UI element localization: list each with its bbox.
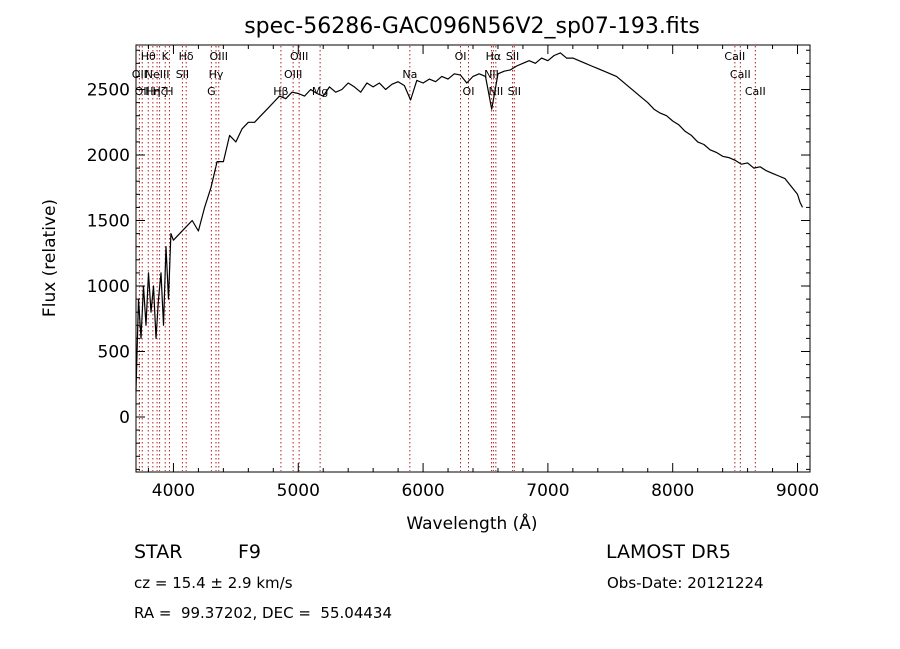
y-tick-label: 1500 <box>87 212 130 232</box>
line-marker-label: OI <box>463 85 475 98</box>
line-marker-label: Hβ <box>273 85 288 98</box>
series-line-1 <box>135 52 804 391</box>
x-tick-label: 5000 <box>277 481 320 501</box>
redshift-readout: cz = 15.4 ± 2.9 km/s <box>134 574 293 592</box>
x-tick-label: 6000 <box>401 481 444 501</box>
line-marker-label: Hη <box>145 85 160 98</box>
line-marker-label: OI <box>455 50 467 63</box>
line-marker-label: Hγ <box>209 68 224 81</box>
y-tick-label: 0 <box>119 408 130 428</box>
y-axis: 0 500 1000 1500 2000 2500 <box>87 49 810 470</box>
line-marker-label: OIII <box>284 68 302 81</box>
y-axis-label: Flux (relative) <box>40 199 60 317</box>
y-tick-label: 500 <box>98 342 130 362</box>
subclass: F9 <box>238 541 262 563</box>
x-tick-label: 8000 <box>651 481 694 501</box>
x-tick-label: 4000 <box>152 481 195 501</box>
line-marker-label: G <box>207 85 216 98</box>
line-marker-label: K <box>162 50 170 63</box>
line-marker-label: OIII <box>210 50 228 63</box>
line-marker-label: Hζ <box>152 85 166 98</box>
y-tick-label: 2500 <box>87 81 130 101</box>
y-tick-label: 2000 <box>87 146 130 166</box>
line-marker-label: NII <box>488 85 503 98</box>
line-marker-label: NII <box>484 68 499 81</box>
survey-name: LAMOST DR5 <box>606 541 731 563</box>
obs-date: Obs-Date: 20121224 <box>607 574 764 592</box>
line-marker-label: CaII <box>730 68 751 81</box>
line-marker-label: Hδ <box>179 50 194 63</box>
coordinates: RA = 99.37202, DEC = 55.04434 <box>134 604 393 622</box>
line-marker-label: Hα <box>486 50 502 63</box>
line-marker-label: Hθ <box>141 50 156 63</box>
series-group <box>135 52 804 391</box>
x-axis: 4000 5000 6000 7000 8000 9000 <box>147 45 819 501</box>
y-tick-label: 1000 <box>87 277 130 297</box>
line-marker-label: H <box>165 85 173 98</box>
line-marker-label: NeIII <box>145 68 170 81</box>
line-marker-labels: OIIOIIHθHηNeIIIHζKHSIIHδGHγOIIIHβOIIIOII… <box>132 50 766 98</box>
line-marker-label: SII <box>176 68 189 81</box>
line-markers <box>138 46 756 471</box>
object-class: STAR <box>134 541 183 563</box>
chart-title: spec-56286-GAC096N56V2_sp07-193.fits <box>244 14 700 39</box>
line-marker-label: CaII <box>724 50 745 63</box>
x-axis-label: Wavelength (Å) <box>406 512 537 534</box>
line-marker-label: OII <box>135 85 150 98</box>
line-marker-label: SII <box>508 85 521 98</box>
line-marker-label: Na <box>402 68 417 81</box>
x-tick-label: 7000 <box>526 481 569 501</box>
x-tick-label: 9000 <box>776 481 819 501</box>
line-marker-label: SII <box>506 50 519 63</box>
plot-frame <box>135 44 811 473</box>
line-marker-label: CaII <box>745 85 766 98</box>
line-marker-label: OIII <box>290 50 308 63</box>
